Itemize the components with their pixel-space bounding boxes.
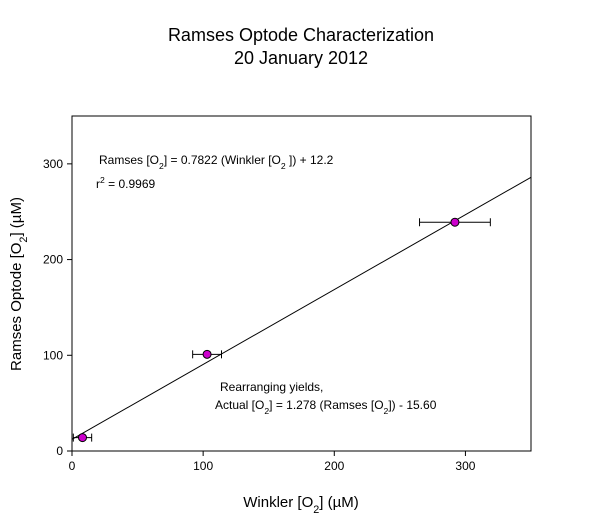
chart-title-line-2: 20 January 2012 bbox=[234, 48, 368, 68]
y-tick-label: 200 bbox=[43, 253, 63, 267]
plot-frame bbox=[71, 115, 532, 452]
x-tick-label: 0 bbox=[69, 459, 76, 473]
x-tick-label: 100 bbox=[193, 459, 213, 473]
x-axis-label: Winkler [O2] (µM) bbox=[243, 494, 359, 516]
y-tick-label: 300 bbox=[43, 157, 63, 171]
x-tick-label: 300 bbox=[455, 459, 475, 473]
chart-title-line-1: Ramses Optode Characterization bbox=[168, 25, 434, 45]
y-tick-label: 100 bbox=[43, 348, 63, 362]
rearranged-equation-line-2: Actual [O2] = 1.278 (Ramses [O2]) - 15.6… bbox=[215, 398, 437, 416]
data-point-1 bbox=[77, 433, 87, 443]
y-axis-label: Ramses Optode [O2] (µM) bbox=[8, 197, 30, 371]
fit-equation-line-1: Ramses [O2] = 0.7822 (Winkler [O2 ]) + 1… bbox=[99, 153, 334, 171]
data-point-2 bbox=[202, 349, 212, 359]
fit-equation-line-2: r2 = 0.9969 bbox=[96, 175, 156, 191]
y-tick-label: 0 bbox=[56, 444, 63, 458]
x-tick-label: 200 bbox=[324, 459, 344, 473]
rearranged-equation-line-1: Rearranging yields, bbox=[220, 380, 323, 394]
data-point-3 bbox=[450, 217, 460, 227]
